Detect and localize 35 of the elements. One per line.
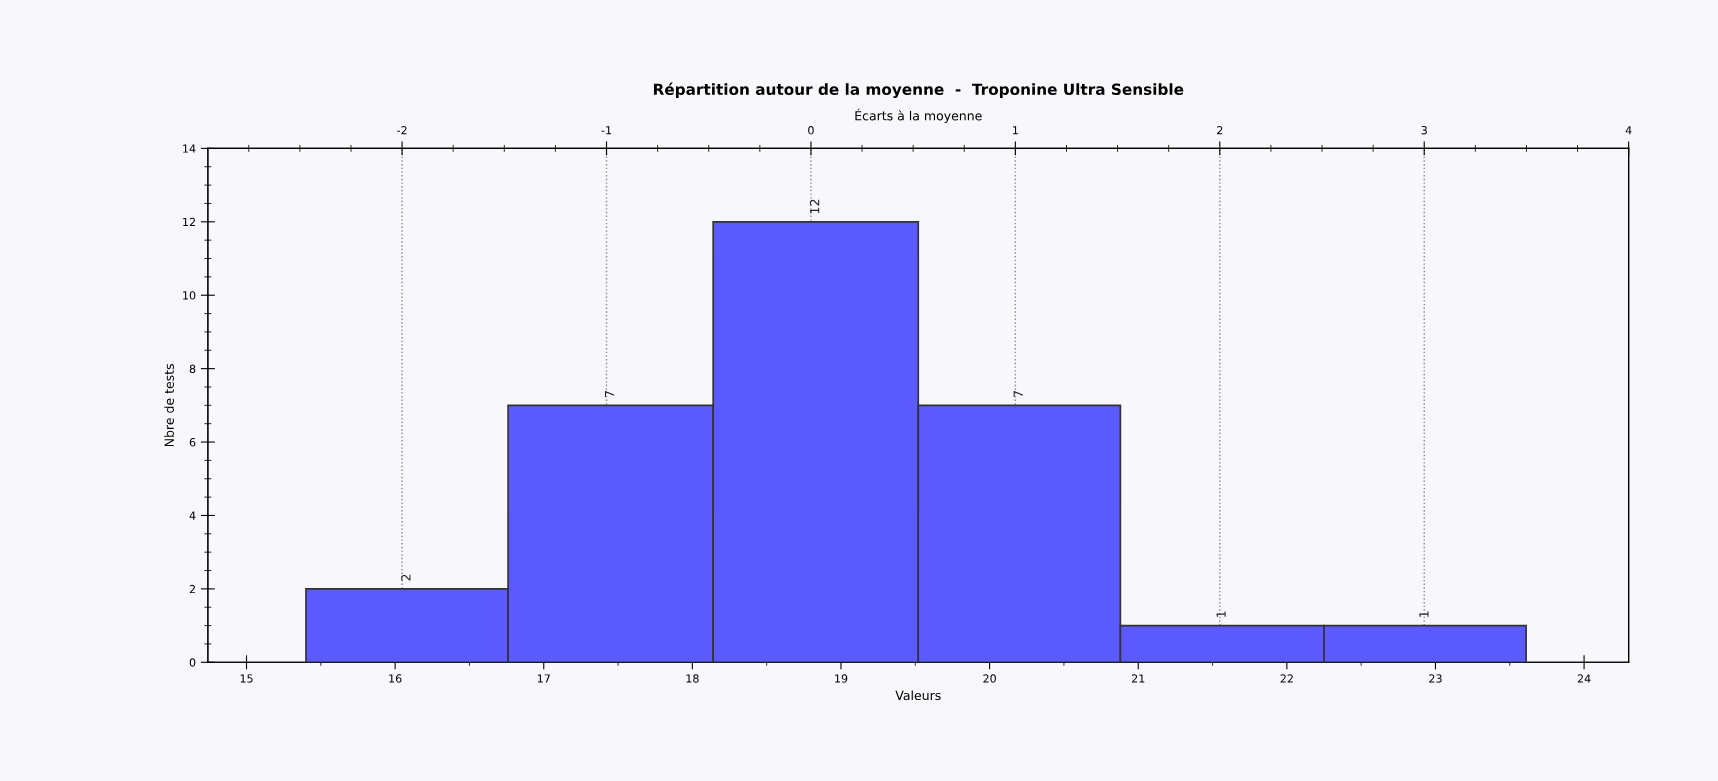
y-axis-title: Nbre de tests xyxy=(164,363,174,447)
x-tick-label: 20 xyxy=(983,674,996,683)
x2-tick-label: 4 xyxy=(1625,126,1632,135)
x-tick-label: 18 xyxy=(686,674,699,683)
x2-tick-label: 0 xyxy=(808,126,814,135)
y-tick-label: 2 xyxy=(189,584,195,594)
data-label: 7 xyxy=(1013,391,1023,397)
x-tick-label: 22 xyxy=(1280,674,1293,683)
y-tick-label: 12 xyxy=(183,217,195,227)
x-tick-label: 15 xyxy=(240,674,253,683)
y-tick-label: 10 xyxy=(183,291,196,300)
data-label: 1 xyxy=(1419,611,1429,617)
x-tick-label: 21 xyxy=(1131,674,1145,683)
x2-tick-label: 1 xyxy=(1013,126,1018,135)
y-tick-label: 14 xyxy=(183,144,196,153)
x-tick-label: 23 xyxy=(1429,674,1442,683)
chart-title: Répartition autour de la moyenne - Troponine Ultra Sensible xyxy=(653,82,1184,99)
x-tick-label: 24 xyxy=(1577,674,1591,683)
y-tick-label: 8 xyxy=(189,364,196,374)
x-tick-label: 16 xyxy=(389,674,402,683)
x2-tick-label: -1 xyxy=(601,126,612,135)
x2-axis-title: Écarts à la moyenne xyxy=(855,108,982,123)
x-axis-title: Valeurs xyxy=(895,690,941,701)
x2-tick-label: 2 xyxy=(1217,126,1223,135)
x2-tick-label: -2 xyxy=(397,126,407,135)
x-tick-label: 17 xyxy=(537,674,550,683)
y-tick-label: 0 xyxy=(189,658,196,667)
data-label: 12 xyxy=(809,199,820,214)
y-tick-label: 4 xyxy=(189,511,196,520)
data-label: 7 xyxy=(604,391,615,397)
data-label: 2 xyxy=(401,574,411,581)
x2-tick-label: 3 xyxy=(1421,126,1427,135)
data-label: 1 xyxy=(1216,611,1226,617)
y-tick-label: 6 xyxy=(189,438,196,447)
x-tick-label: 19 xyxy=(835,674,848,683)
